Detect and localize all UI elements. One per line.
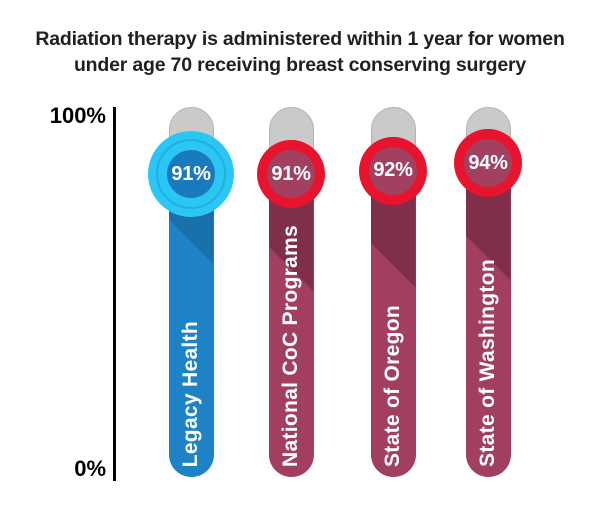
value-label: 92% bbox=[373, 159, 413, 182]
chart-title: Radiation therapy is administered within… bbox=[35, 28, 565, 76]
value-badge: 91% bbox=[257, 140, 325, 209]
y-axis-line bbox=[113, 107, 116, 481]
value-badge: 92% bbox=[359, 136, 427, 205]
badge-core: 94% bbox=[464, 139, 512, 188]
value-label: 91% bbox=[271, 162, 311, 185]
bar-label-wrap: Legacy Health bbox=[169, 321, 214, 467]
value-label: 91% bbox=[171, 162, 211, 185]
bar-label-wrap: State of Oregon bbox=[371, 305, 416, 467]
bar-label-wrap: State of Washington bbox=[466, 259, 511, 467]
bar-label-wrap: National CoC Programs bbox=[269, 225, 314, 467]
bar-category-label: Legacy Health bbox=[179, 320, 202, 467]
badge-core: 91% bbox=[267, 150, 315, 199]
value-badge: 91% bbox=[148, 131, 234, 218]
value-badge: 94% bbox=[454, 129, 522, 198]
y-axis-label-100: 100% bbox=[49, 103, 106, 128]
value-label: 94% bbox=[468, 151, 508, 174]
y-axis-label-0: 0% bbox=[74, 456, 106, 481]
badge-core: 91% bbox=[167, 150, 215, 199]
bar-category-label: National CoC Programs bbox=[279, 224, 302, 467]
badge-inner-ring bbox=[156, 139, 226, 210]
bar-category-label: State of Washington bbox=[476, 259, 499, 467]
bar-category-label: State of Oregon bbox=[381, 304, 404, 467]
badge-core: 92% bbox=[369, 146, 417, 195]
